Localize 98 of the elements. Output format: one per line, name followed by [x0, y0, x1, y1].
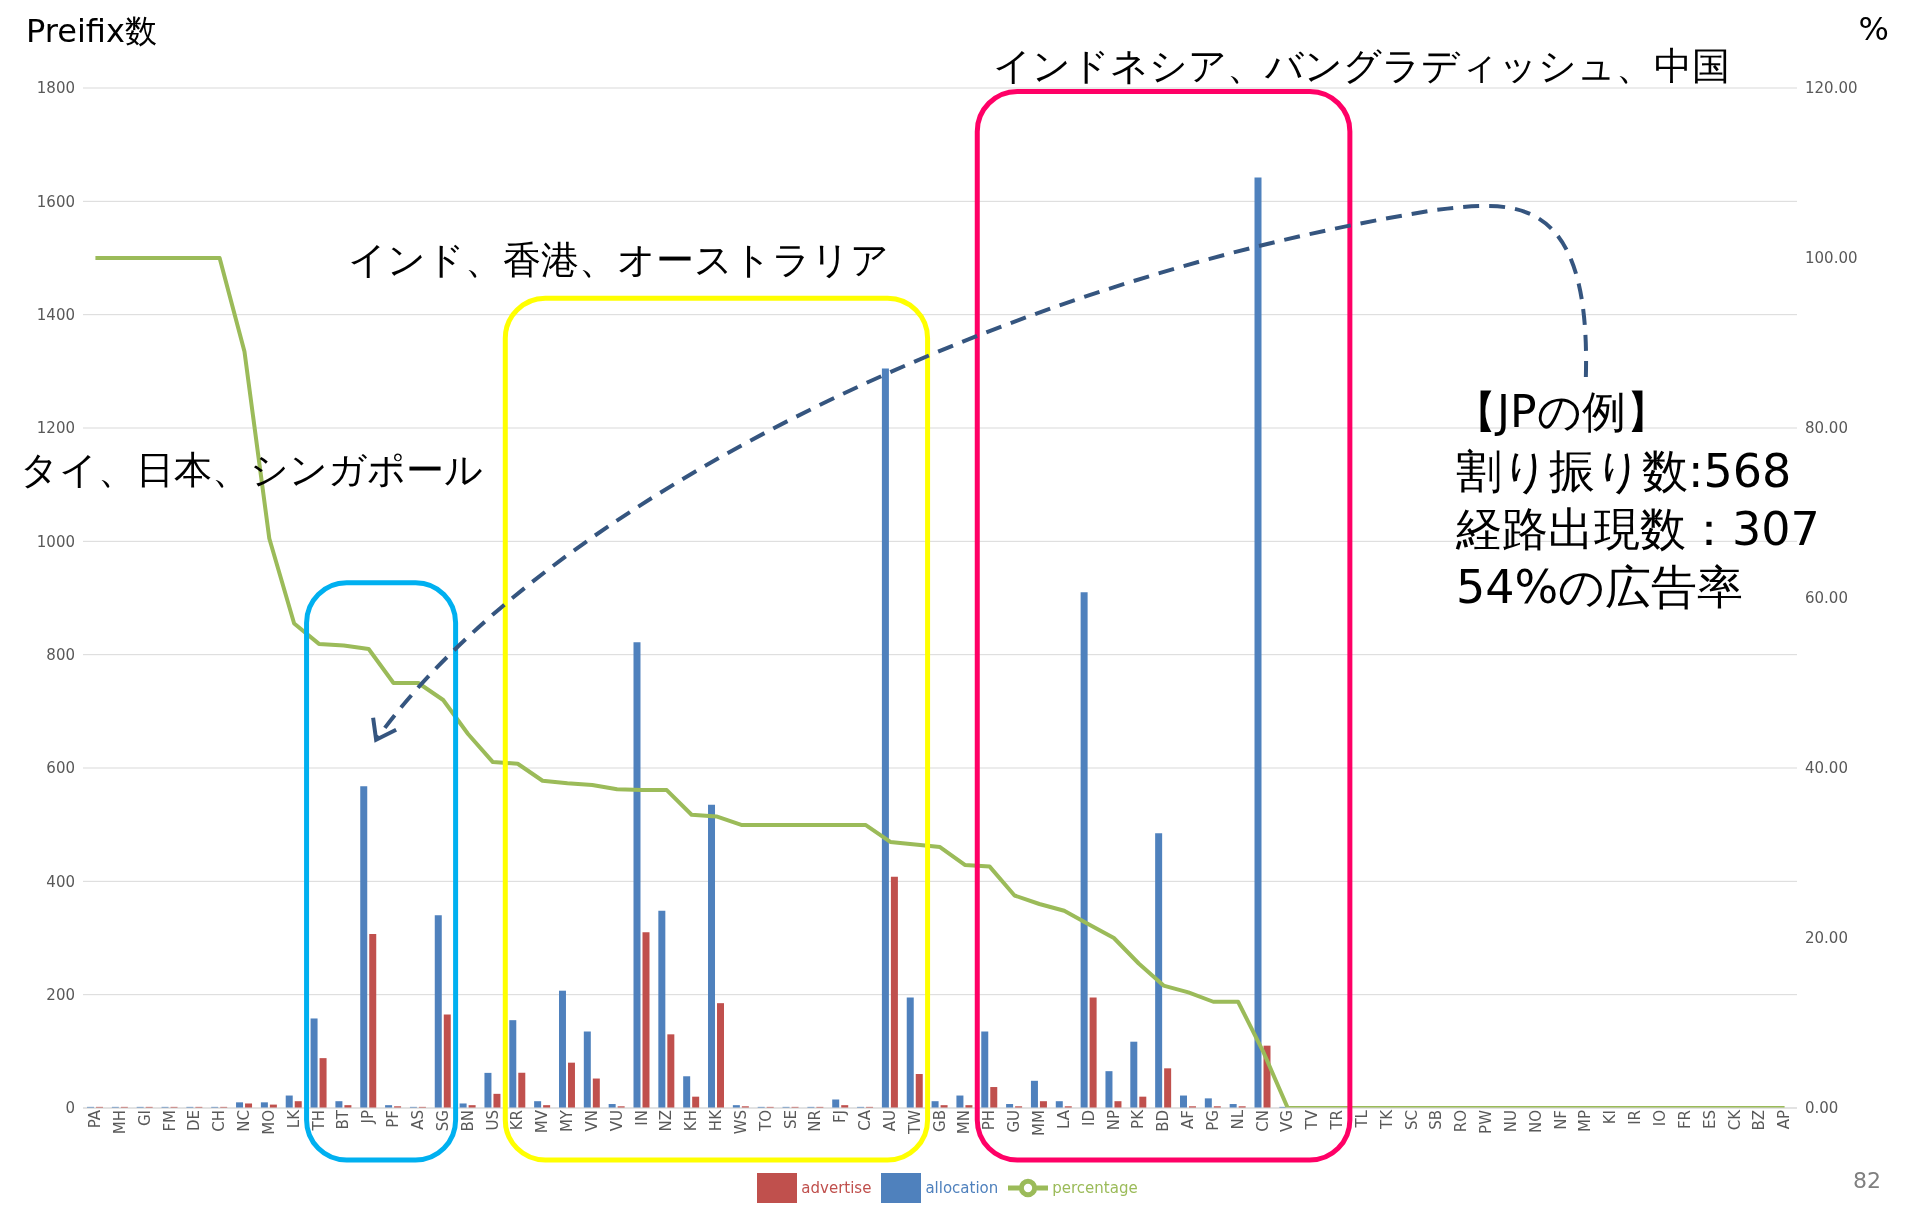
x-tick-label: JP	[359, 1110, 378, 1125]
x-tick-label: NR	[806, 1110, 825, 1132]
x-tick-label: TR	[1328, 1110, 1347, 1131]
x-tick-label: TO	[756, 1110, 775, 1132]
x-tick-label: ID	[1079, 1110, 1098, 1126]
x-tick-label: GI	[135, 1110, 154, 1127]
x-tick-label: TK	[1377, 1108, 1396, 1130]
y-tick-label: 1000	[36, 532, 75, 551]
annotation: インドネシア、バングラディッシュ、中国	[993, 44, 1730, 90]
annotation: 【JPの例】	[1453, 386, 1670, 439]
x-tick-label: MN	[955, 1110, 974, 1135]
x-tick-label: GB	[930, 1110, 949, 1132]
y-tick-label: 600	[46, 759, 75, 778]
x-tick-label: PA	[86, 1109, 105, 1129]
x-tick-label: TH	[309, 1110, 328, 1132]
x-tick-label: NF	[1551, 1110, 1570, 1130]
x-tick-label: WS	[731, 1110, 750, 1135]
y2-tick-label: 120.00	[1805, 79, 1858, 98]
x-tick-label: LK	[284, 1108, 303, 1129]
legend-label: allocation	[925, 1178, 999, 1197]
legend-label: advertise	[801, 1178, 872, 1197]
x-tick-label: MV	[533, 1109, 552, 1134]
x-tick-label: VU	[607, 1110, 626, 1132]
x-tick-label: PK	[1129, 1108, 1148, 1129]
x-tick-label: KR	[508, 1110, 527, 1131]
x-tick-label: SB	[1427, 1110, 1446, 1130]
x-tick-label: MY	[558, 1109, 577, 1133]
x-tick-label: PW	[1477, 1109, 1496, 1134]
x-tick-label: PH	[980, 1110, 999, 1131]
x-tick-label: ES	[1700, 1110, 1719, 1129]
x-tick-label: FJ	[831, 1110, 850, 1124]
x-tick-label: BD	[1154, 1110, 1173, 1132]
x-tick-label: BN	[458, 1110, 477, 1132]
x-tick-label: HK	[707, 1108, 726, 1132]
y-tick-label: 400	[46, 872, 75, 891]
x-tick-label: CK	[1725, 1108, 1744, 1131]
x-tick-label: SE	[781, 1110, 800, 1129]
annotation: 経路出現数：307	[1456, 502, 1820, 558]
x-tick-label: PF	[384, 1110, 403, 1128]
x-tick-label: VN	[582, 1110, 601, 1132]
x-tick-label: MP	[1576, 1110, 1595, 1132]
x-tick-label: DE	[185, 1110, 204, 1132]
x-tick-label: PG	[1203, 1110, 1222, 1131]
x-tick-label: FR	[1675, 1110, 1694, 1130]
x-tick-label: CH	[210, 1110, 229, 1132]
x-tick-label: AS	[409, 1110, 427, 1130]
y-axis-title: Preifix数	[26, 11, 157, 52]
x-tick-label: IR	[1626, 1110, 1645, 1125]
x-tick-label: LA	[1054, 1109, 1073, 1129]
x-tick-label: NO	[1526, 1110, 1545, 1134]
x-tick-label: MM	[1030, 1110, 1049, 1136]
y-tick-label: 1800	[36, 79, 75, 98]
x-tick-label: SC	[1402, 1110, 1421, 1130]
x-tick-label: CN	[1253, 1110, 1272, 1132]
x-tick-label: NL	[1228, 1109, 1247, 1130]
y-tick-label: 1200	[36, 419, 75, 438]
y2-tick-label: 80.00	[1805, 419, 1848, 438]
annotation: インド、香港、オーストラリア	[348, 238, 889, 284]
y-tick-label: 200	[46, 985, 75, 1004]
x-tick-label: KI	[1601, 1110, 1620, 1125]
y-tick-label: 0	[65, 1099, 75, 1118]
y2-tick-label: 60.00	[1805, 589, 1848, 608]
y-tick-label: 800	[46, 645, 75, 664]
x-tick-label: MO	[259, 1110, 278, 1135]
x-tick-label: KH	[682, 1110, 701, 1132]
x-tick-label: TV	[1303, 1109, 1322, 1131]
x-tick-label: IO	[1651, 1110, 1670, 1127]
y2-tick-label: 100.00	[1805, 249, 1858, 268]
x-tick-label: RO	[1452, 1110, 1471, 1133]
x-tick-label: BZ	[1750, 1110, 1769, 1131]
x-tick-label: US	[483, 1110, 502, 1131]
y-tick-label: 1600	[36, 192, 75, 211]
x-tick-label: NZ	[657, 1110, 676, 1132]
x-tick-label: NU	[1501, 1110, 1520, 1133]
text: 82	[1853, 1168, 1881, 1195]
x-tick-label: GU	[1005, 1110, 1024, 1133]
x-tick-label: BT	[334, 1109, 353, 1130]
x-tick-label: NP	[1104, 1110, 1123, 1131]
x-tick-label: NC	[235, 1110, 254, 1132]
x-tick-label: SG	[433, 1110, 452, 1132]
x-tick-label: AP	[1775, 1110, 1794, 1130]
annotation: 54%の広告率	[1456, 560, 1744, 616]
y2-tick-label: 40.00	[1805, 759, 1848, 778]
annotation: 割り振り数:568	[1456, 444, 1792, 500]
x-tick-label: AF	[1179, 1110, 1198, 1129]
x-tick-label: TL	[1352, 1109, 1371, 1129]
legend-label: percentage	[1052, 1178, 1138, 1197]
y2-axis-title: %	[1858, 10, 1889, 48]
x-tick-label: TW	[905, 1109, 924, 1135]
x-tick-label: MH	[110, 1110, 129, 1135]
y2-tick-label: 0.00	[1805, 1099, 1839, 1118]
x-tick-label: IN	[632, 1110, 651, 1126]
x-tick-label: FM	[160, 1110, 179, 1132]
y2-tick-label: 20.00	[1805, 929, 1848, 948]
y-tick-label: 1400	[36, 305, 75, 324]
x-tick-label: VG	[1278, 1110, 1297, 1132]
x-tick-label: CA	[856, 1109, 875, 1131]
x-tick-label: AU	[880, 1110, 899, 1132]
